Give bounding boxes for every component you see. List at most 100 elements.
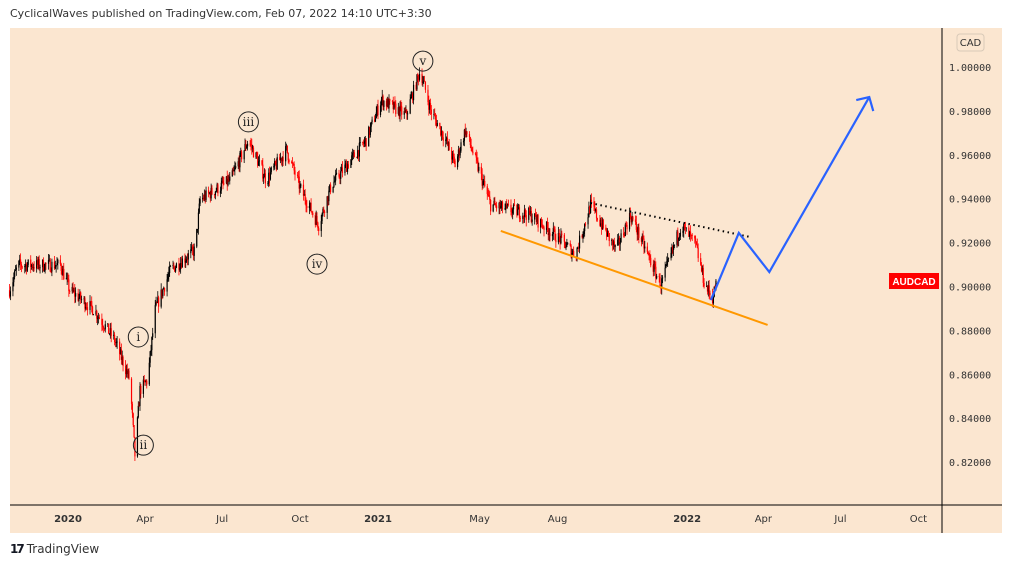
candle-body — [25, 264, 27, 266]
candle-body — [489, 196, 491, 200]
candle-body — [48, 259, 50, 261]
resistance-trendline — [590, 202, 751, 239]
candle-body — [619, 242, 621, 245]
candle-body — [77, 293, 79, 301]
candle-body — [505, 203, 507, 209]
candle-body — [483, 181, 485, 182]
candle-body — [458, 149, 460, 156]
candle-body — [54, 266, 56, 269]
candle-body — [163, 288, 166, 292]
candle-body — [549, 233, 551, 237]
candle-body — [370, 122, 372, 127]
candle-body — [404, 111, 406, 112]
tradingview-brand[interactable]: 17 TradingView — [10, 542, 99, 556]
candle-body — [316, 216, 318, 223]
candle-body — [116, 341, 118, 343]
candle-body — [472, 151, 474, 154]
candle-body — [351, 153, 354, 156]
candle-body — [557, 233, 560, 243]
candle-body — [223, 183, 225, 185]
candle-body — [584, 223, 586, 232]
candle-body — [193, 246, 195, 256]
candle-body — [169, 266, 171, 273]
price-tick-label: 0.88000 — [949, 326, 991, 337]
candle-body — [435, 119, 438, 127]
candle-body — [191, 246, 194, 250]
candle-body — [179, 268, 181, 270]
candle-body — [341, 167, 344, 174]
candle-body — [642, 235, 644, 239]
candle-body — [221, 180, 223, 183]
candle-body — [36, 260, 38, 269]
candle-body — [80, 292, 82, 300]
candle-body — [241, 151, 243, 160]
candle-body — [19, 259, 21, 261]
candle-body — [702, 267, 704, 283]
candle-body — [234, 167, 236, 170]
candle-body — [98, 317, 100, 319]
candle-body — [55, 265, 57, 267]
candle-body — [273, 166, 275, 168]
candle-body — [229, 176, 231, 181]
candle-body — [667, 258, 669, 262]
candle-body — [304, 194, 306, 201]
candle-body — [294, 170, 296, 175]
candle-body — [409, 99, 411, 114]
candle-body — [238, 161, 240, 168]
candle-body — [528, 208, 530, 220]
candle-body — [287, 152, 289, 161]
candle-body — [227, 178, 229, 185]
candle-body — [156, 302, 158, 304]
candle-body — [529, 208, 531, 214]
candle-body — [274, 161, 277, 165]
candle-body — [707, 285, 709, 292]
candle-body — [599, 219, 601, 226]
candle-body — [399, 105, 401, 117]
candle-body — [149, 351, 151, 363]
candle-body — [245, 144, 247, 149]
candle-body — [689, 231, 691, 237]
candle-body — [368, 127, 371, 135]
candle-body — [216, 184, 218, 191]
candle-body — [246, 146, 248, 149]
candle-body — [422, 81, 424, 83]
candle-body — [26, 264, 28, 271]
candle-body — [167, 276, 169, 280]
candle-body — [500, 205, 502, 208]
candle-body — [501, 201, 503, 206]
candle-body — [475, 153, 477, 158]
candle-body — [385, 100, 388, 107]
candle-body — [632, 217, 634, 220]
wave-label-i: i — [136, 330, 140, 344]
candle-body — [542, 227, 544, 229]
candle-body — [682, 231, 684, 233]
candle-body — [659, 276, 661, 288]
candle-body — [646, 246, 648, 252]
price-tick-label: 0.84000 — [949, 414, 991, 425]
price-tick-label: 0.96000 — [949, 151, 991, 162]
price-axis[interactable]: 1.00000 0.98000 0.96000 0.94000 0.92000 0.900… — [949, 63, 991, 469]
candle-body — [447, 142, 449, 145]
candle-body — [635, 222, 637, 230]
candle-body — [237, 161, 239, 167]
candle-body — [387, 99, 389, 109]
candle-body — [377, 105, 379, 115]
candle-body — [357, 150, 359, 158]
candle-body — [481, 173, 483, 186]
candle-body — [411, 93, 413, 97]
time-axis[interactable]: 2020 Apr Jul Oct 2021 May Aug 2022 Apr Jul Oct — [54, 514, 927, 525]
candle-body — [173, 264, 175, 267]
candle-body — [73, 290, 75, 292]
candle-body — [292, 163, 294, 165]
candle-body — [166, 279, 168, 292]
candle-body — [593, 201, 595, 207]
candle-body — [329, 184, 332, 193]
candle-body — [588, 206, 590, 218]
candle-body — [673, 244, 675, 250]
brand-label: TradingView — [26, 542, 100, 556]
candle-body — [268, 172, 270, 183]
wave-label-ii: ii — [140, 438, 148, 452]
candle-body — [41, 260, 44, 268]
candle-body — [626, 224, 628, 230]
